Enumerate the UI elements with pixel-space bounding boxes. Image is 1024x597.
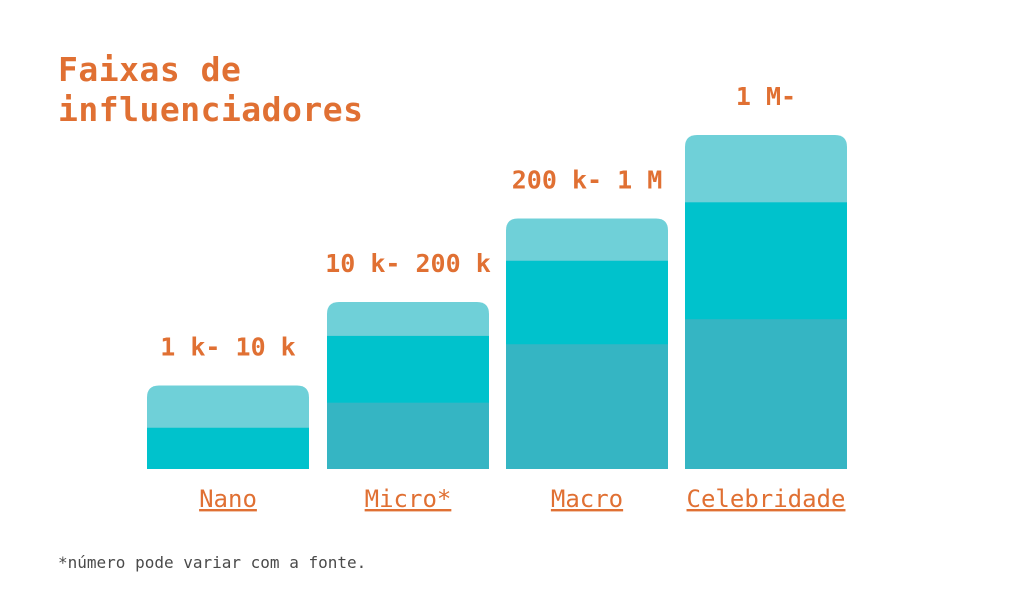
bar-segment-base [685,318,847,469]
category-label[interactable]: Nano [199,485,257,513]
chart-title: Faixas de influenciadores [58,50,364,130]
bar-segment-base [506,343,668,469]
bar-segment-mid [506,260,668,345]
bar-segment-top [147,385,309,428]
footnote: *número pode variar com a fonte. [58,553,367,572]
bar-celebridade [685,135,847,469]
bar-micro [327,302,489,469]
bar-macro [506,218,668,469]
bar-segment-top [685,135,847,203]
category-label[interactable]: Celebridade [687,485,846,513]
bar-segment-top [506,218,668,261]
chart-title-line-1: Faixas de [58,50,242,89]
bar-segment-base [327,402,489,469]
data-label: 1 k- 10 k [160,333,295,362]
bar-segment-top [327,302,489,336]
category-label[interactable]: Micro* [365,485,452,513]
bar-nano [147,385,309,469]
data-label: 10 k- 200 k [325,249,491,278]
bar-segment-mid [147,427,309,469]
bar-segment-mid [327,335,489,403]
data-label: 1 M- [736,82,796,111]
bar-segment-mid [685,201,847,320]
chart-title-line-2: influenciadores [58,90,364,129]
category-label[interactable]: Macro [551,485,623,513]
data-label: 200 k- 1 M [512,166,663,195]
